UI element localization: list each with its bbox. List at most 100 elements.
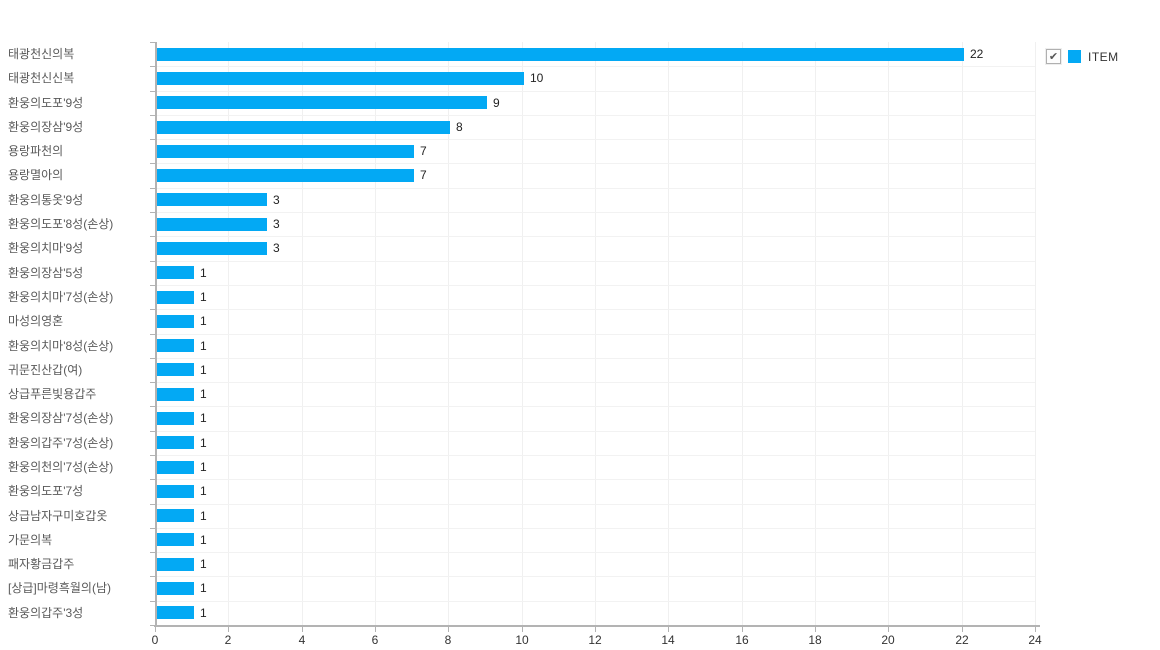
y-axis-tick: [150, 285, 155, 286]
value-label: 9: [493, 96, 500, 110]
category-label: 환웅의갑주'3성: [8, 606, 84, 620]
y-axis-tick: [150, 455, 155, 456]
bar[interactable]: [157, 193, 267, 206]
gridline-horizontal: [155, 528, 1035, 529]
legend-series-label: ITEM: [1088, 49, 1119, 64]
category-label: 마성의영혼: [8, 314, 64, 328]
bar[interactable]: [157, 315, 194, 328]
gridline-horizontal: [155, 576, 1035, 577]
bar[interactable]: [157, 291, 194, 304]
y-axis-tick: [150, 236, 155, 237]
category-label: 태광천신신복: [8, 71, 75, 85]
value-label: 1: [200, 533, 207, 547]
x-axis-tick-label: 18: [808, 633, 822, 647]
gridline-horizontal: [155, 261, 1035, 262]
bar[interactable]: [157, 485, 194, 498]
gridline-horizontal: [155, 66, 1035, 67]
x-axis-tick-label: 24: [1028, 633, 1042, 647]
gridline-horizontal: [155, 504, 1035, 505]
y-axis-tick: [150, 115, 155, 116]
y-axis-tick: [150, 479, 155, 480]
bar[interactable]: [157, 96, 487, 109]
value-label: 1: [200, 314, 207, 328]
gridline-horizontal: [155, 139, 1035, 140]
gridline-horizontal: [155, 431, 1035, 432]
gridline-vertical: [668, 42, 669, 625]
legend[interactable]: ✔ ITEM: [1046, 49, 1119, 64]
value-label: 1: [200, 411, 207, 425]
category-label: 환웅의도포'8성(손상): [8, 217, 114, 231]
x-axis-tick-label: 16: [735, 633, 749, 647]
category-label: 환웅의천의'7성(손상): [8, 460, 114, 474]
bar[interactable]: [157, 145, 414, 158]
y-axis-tick: [150, 309, 155, 310]
bar[interactable]: [157, 558, 194, 571]
x-axis-tick-label: 6: [371, 633, 379, 647]
gridline-vertical: [375, 42, 376, 625]
value-label: 3: [273, 193, 280, 207]
category-label: 가문의복: [8, 533, 53, 547]
bar[interactable]: [157, 461, 194, 474]
x-axis-line: [154, 625, 1040, 627]
bar[interactable]: [157, 121, 450, 134]
value-label: 1: [200, 606, 207, 620]
bar[interactable]: [157, 48, 964, 61]
category-label: 환웅의도포'9성: [8, 96, 84, 110]
value-label: 1: [200, 387, 207, 401]
x-axis-tick: [302, 627, 303, 632]
bar[interactable]: [157, 363, 194, 376]
category-label: 용랑멸아의: [8, 168, 64, 182]
y-axis-tick: [150, 406, 155, 407]
x-axis-tick: [595, 627, 596, 632]
y-axis-tick: [150, 91, 155, 92]
bar[interactable]: [157, 436, 194, 449]
bar[interactable]: [157, 412, 194, 425]
x-axis-tick-label: 4: [298, 633, 306, 647]
y-axis-tick: [150, 601, 155, 602]
legend-checkbox[interactable]: ✔: [1046, 49, 1061, 64]
bar[interactable]: [157, 339, 194, 352]
y-axis-tick: [150, 382, 155, 383]
value-label: 8: [456, 120, 463, 134]
bar[interactable]: [157, 72, 524, 85]
category-label: 환웅의장삼'5성: [8, 266, 84, 280]
value-label: 1: [200, 484, 207, 498]
bar[interactable]: [157, 388, 194, 401]
x-axis-tick-label: 8: [444, 633, 452, 647]
x-axis-tick: [815, 627, 816, 632]
category-label: 환웅의통옷'9성: [8, 193, 84, 207]
y-axis-tick: [150, 66, 155, 67]
gridline-vertical: [302, 42, 303, 625]
x-axis-tick: [888, 627, 889, 632]
gridline-vertical: [228, 42, 229, 625]
gridline-horizontal: [155, 382, 1035, 383]
category-label: 상급푸른빛용갑주: [8, 387, 97, 401]
bar[interactable]: [157, 509, 194, 522]
gridline-horizontal: [155, 358, 1035, 359]
gridline-vertical: [815, 42, 816, 625]
y-axis-tick: [150, 552, 155, 553]
bar[interactable]: [157, 266, 194, 279]
x-axis-tick-label: 2: [224, 633, 232, 647]
x-axis-tick-label: 20: [881, 633, 895, 647]
bar[interactable]: [157, 606, 194, 619]
gridline-vertical: [888, 42, 889, 625]
gridline-vertical: [962, 42, 963, 625]
bar[interactable]: [157, 169, 414, 182]
category-label: [상급]마령흑월의(남): [8, 581, 111, 595]
gridline-horizontal: [155, 601, 1035, 602]
bar[interactable]: [157, 533, 194, 546]
y-axis-tick: [150, 431, 155, 432]
gridline-horizontal: [155, 115, 1035, 116]
x-axis-tick-label: 10: [515, 633, 529, 647]
category-label: 상급남자구미호갑옷: [8, 509, 108, 523]
bar[interactable]: [157, 242, 267, 255]
gridline-horizontal: [155, 309, 1035, 310]
y-axis-line: [155, 42, 157, 627]
value-label: 1: [200, 460, 207, 474]
bar[interactable]: [157, 582, 194, 595]
value-label: 1: [200, 436, 207, 450]
bar[interactable]: [157, 218, 267, 231]
gridline-horizontal: [155, 479, 1035, 480]
